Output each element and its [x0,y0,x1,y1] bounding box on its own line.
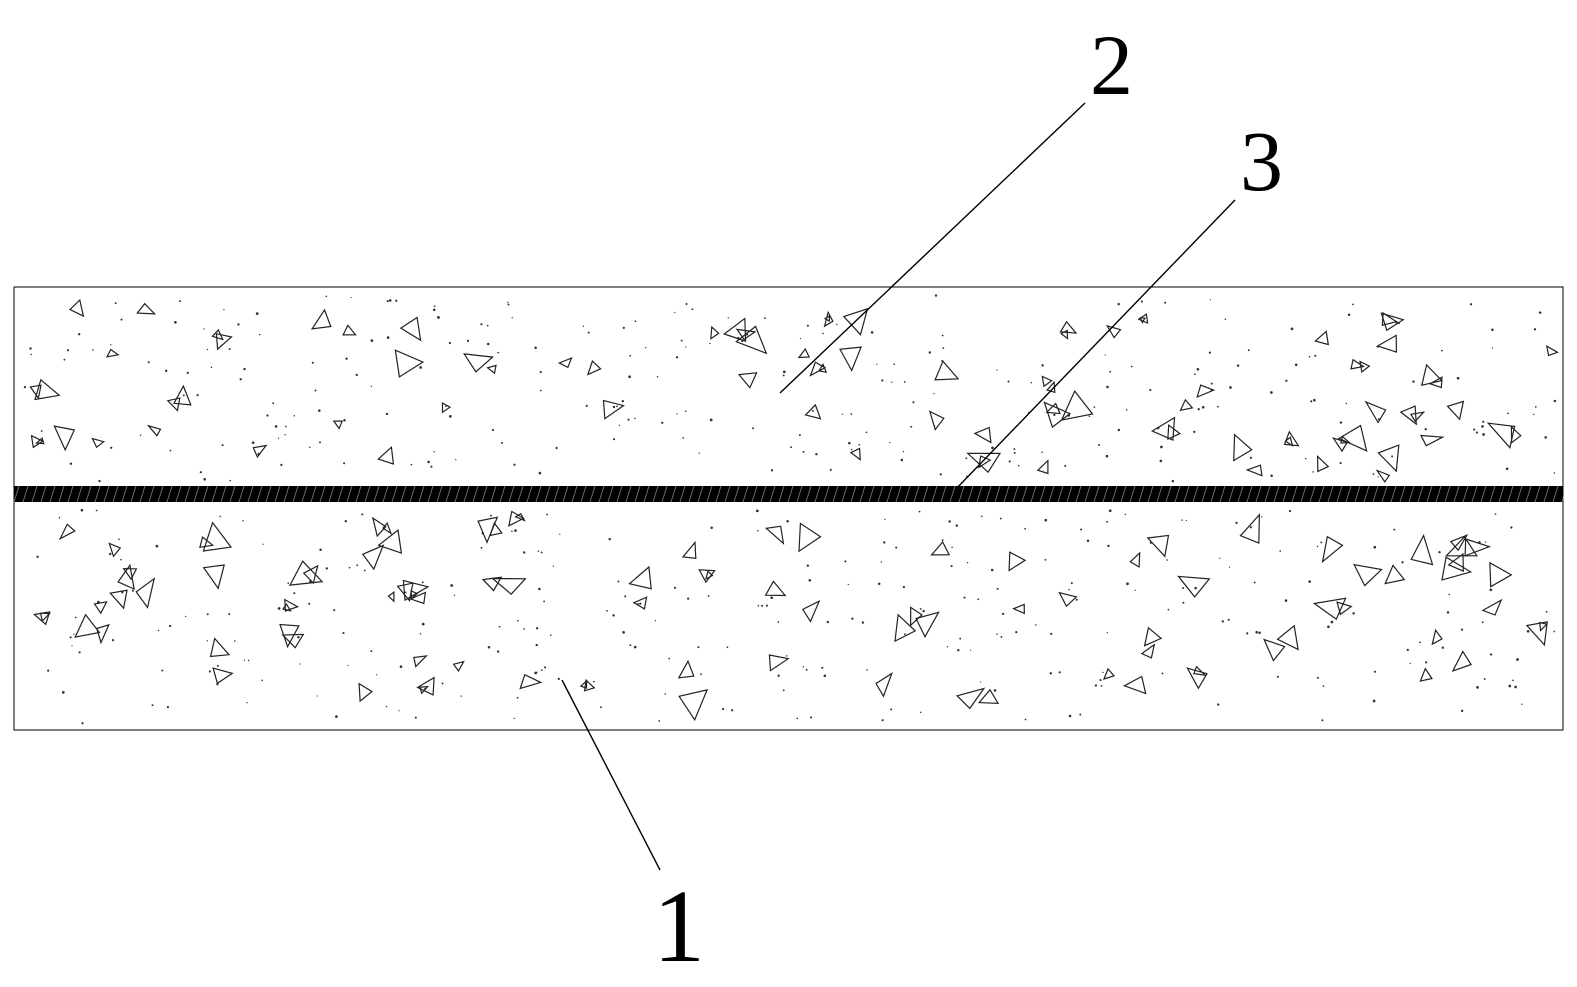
leader-line-3 [955,200,1235,490]
leader-line-2 [780,103,1085,393]
lower-concrete-layer [34,509,1555,724]
interface-layer [14,486,1567,502]
diagram-canvas: 2 3 1 [0,0,1577,987]
callout-label-3: 3 [1240,118,1283,204]
diagram-svg [0,0,1577,987]
section-outline [14,287,1563,730]
upper-concrete-layer [24,294,1558,482]
callout-label-1: 1 [653,875,705,979]
callout-label-2: 2 [1090,22,1133,108]
leader-line-1 [562,680,660,870]
